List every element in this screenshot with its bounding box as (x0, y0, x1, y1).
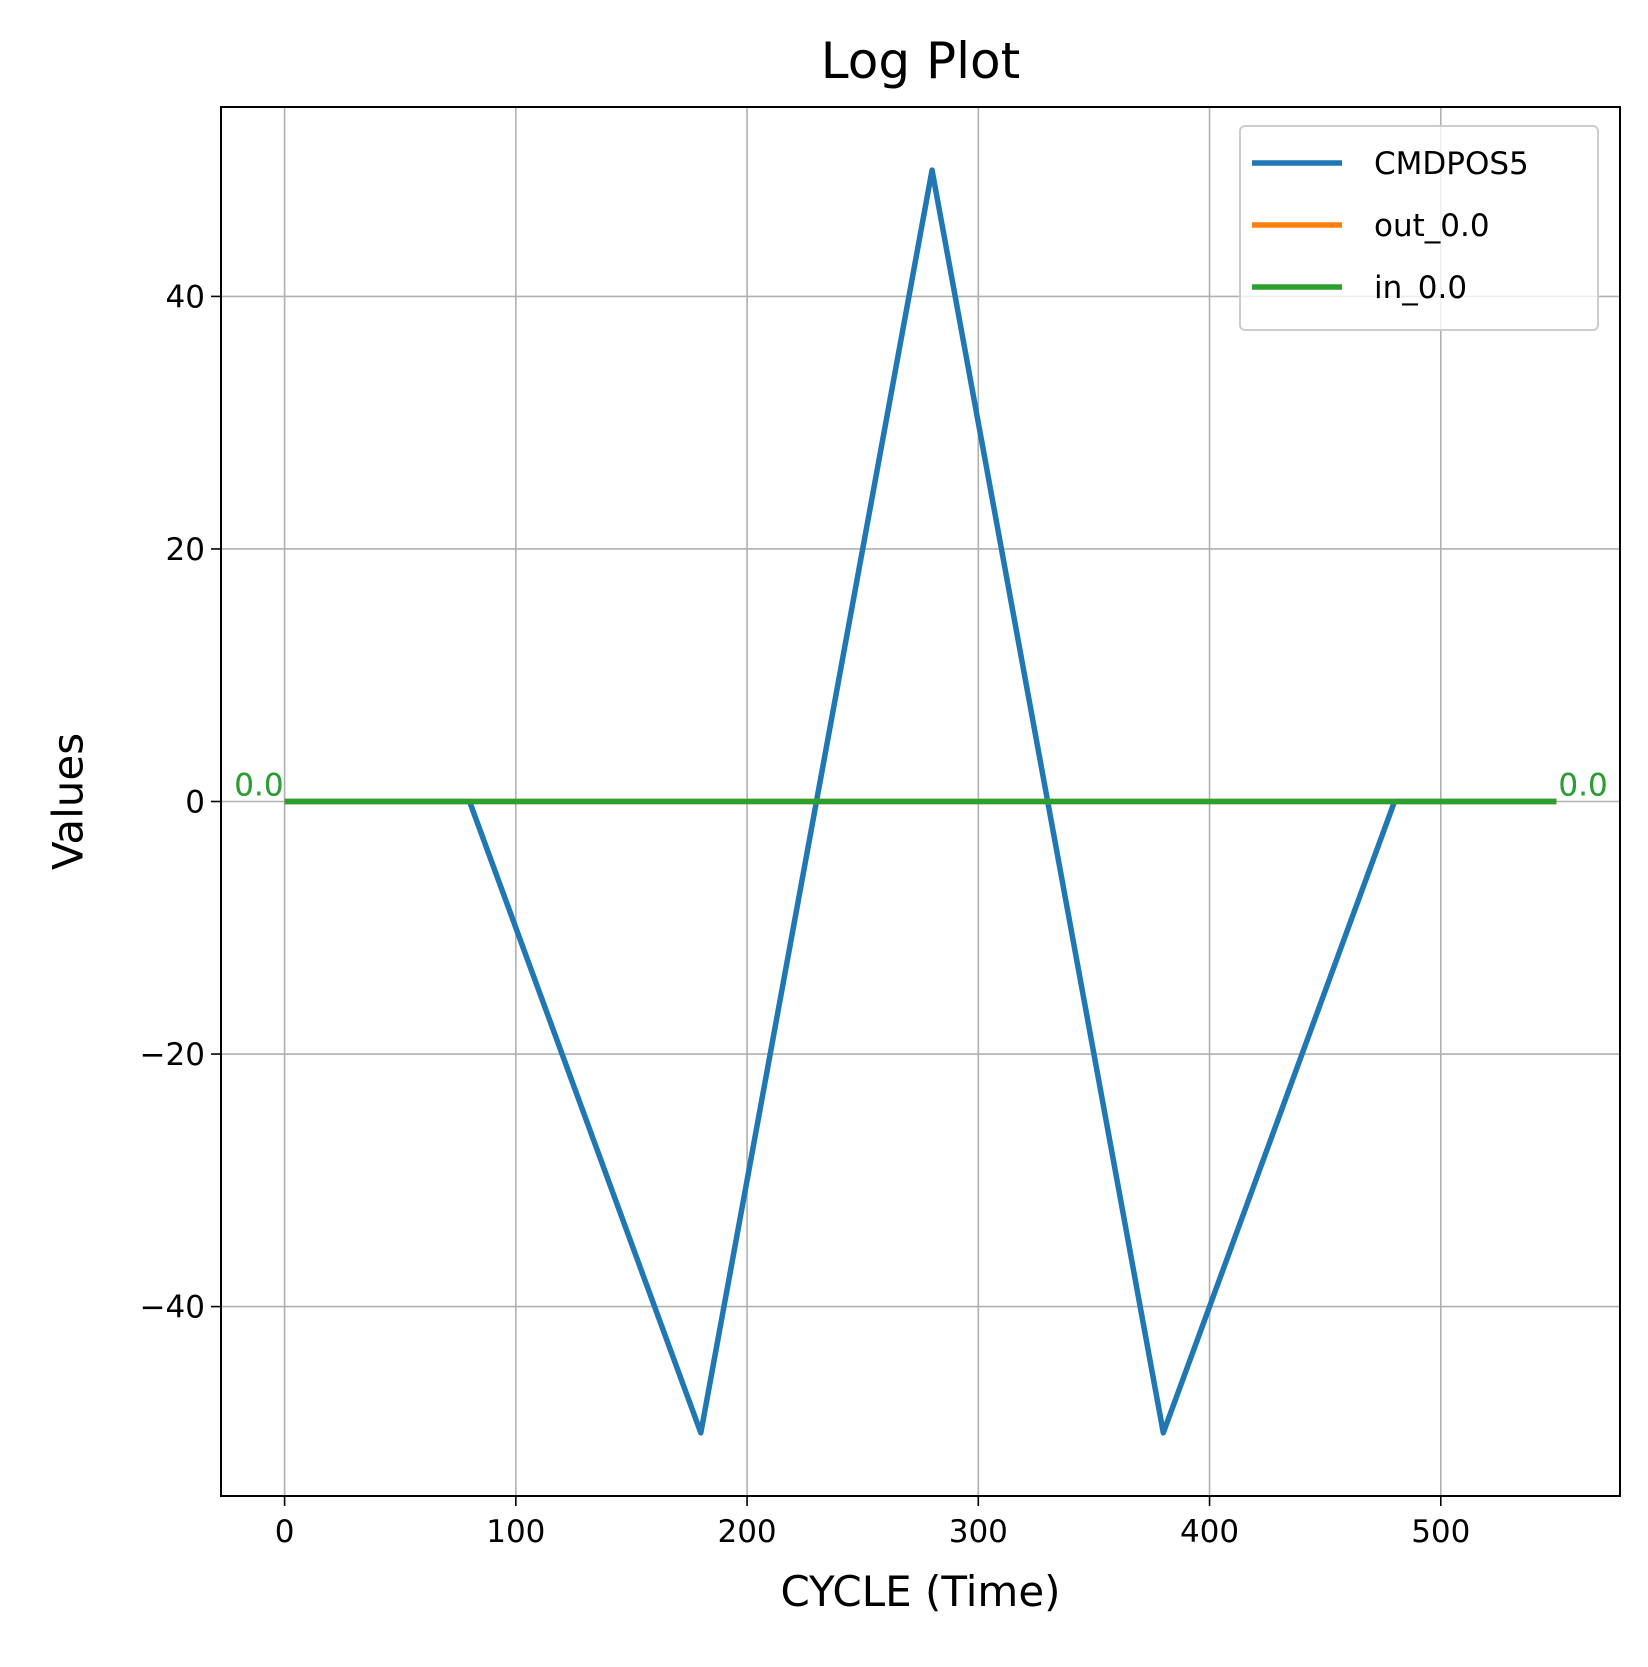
x-tick-label: 100 (486, 1514, 545, 1550)
x-axis-title: CYCLE (Time) (780, 1567, 1060, 1616)
annotation-layer: 0.00.0 0.00.0 (234, 768, 1607, 804)
legend: CMDPOS5 out_0.0 in_0.0 (1239, 125, 1599, 331)
legend-label: CMDPOS5 (1374, 146, 1529, 182)
series-layer (284, 167, 1557, 1436)
x-tick-label: 300 (949, 1514, 1008, 1550)
end-value-label: 0.0 (1558, 768, 1607, 804)
end-value-label: 0.0 (234, 768, 283, 804)
x-tick-label: 0 (275, 1514, 295, 1550)
y-axis-title: Values (44, 733, 93, 870)
y-tick-label: 40 (166, 279, 205, 315)
x-tick-label: 500 (1411, 1514, 1470, 1550)
y-tick-label: 20 (166, 532, 205, 568)
y-tick-label: 0 (185, 785, 205, 821)
x-axis-ticks: 0 100 200 300 400 500 (275, 1496, 1470, 1550)
legend-label: in_0.0 (1374, 270, 1467, 306)
end-value-label: 0.0 (1558, 768, 1607, 804)
x-tick-label: 400 (1180, 1514, 1239, 1550)
legend-box (1239, 125, 1599, 331)
x-tick-label: 200 (717, 1514, 776, 1550)
y-tick-label: −40 (140, 1290, 205, 1326)
end-value-label: 0.0 (234, 768, 283, 804)
y-tick-label: −20 (140, 1037, 205, 1073)
chart-title: Log Plot (821, 32, 1020, 90)
legend-label: out_0.0 (1374, 208, 1490, 244)
y-axis-ticks: −40 −20 0 20 40 (140, 279, 221, 1326)
